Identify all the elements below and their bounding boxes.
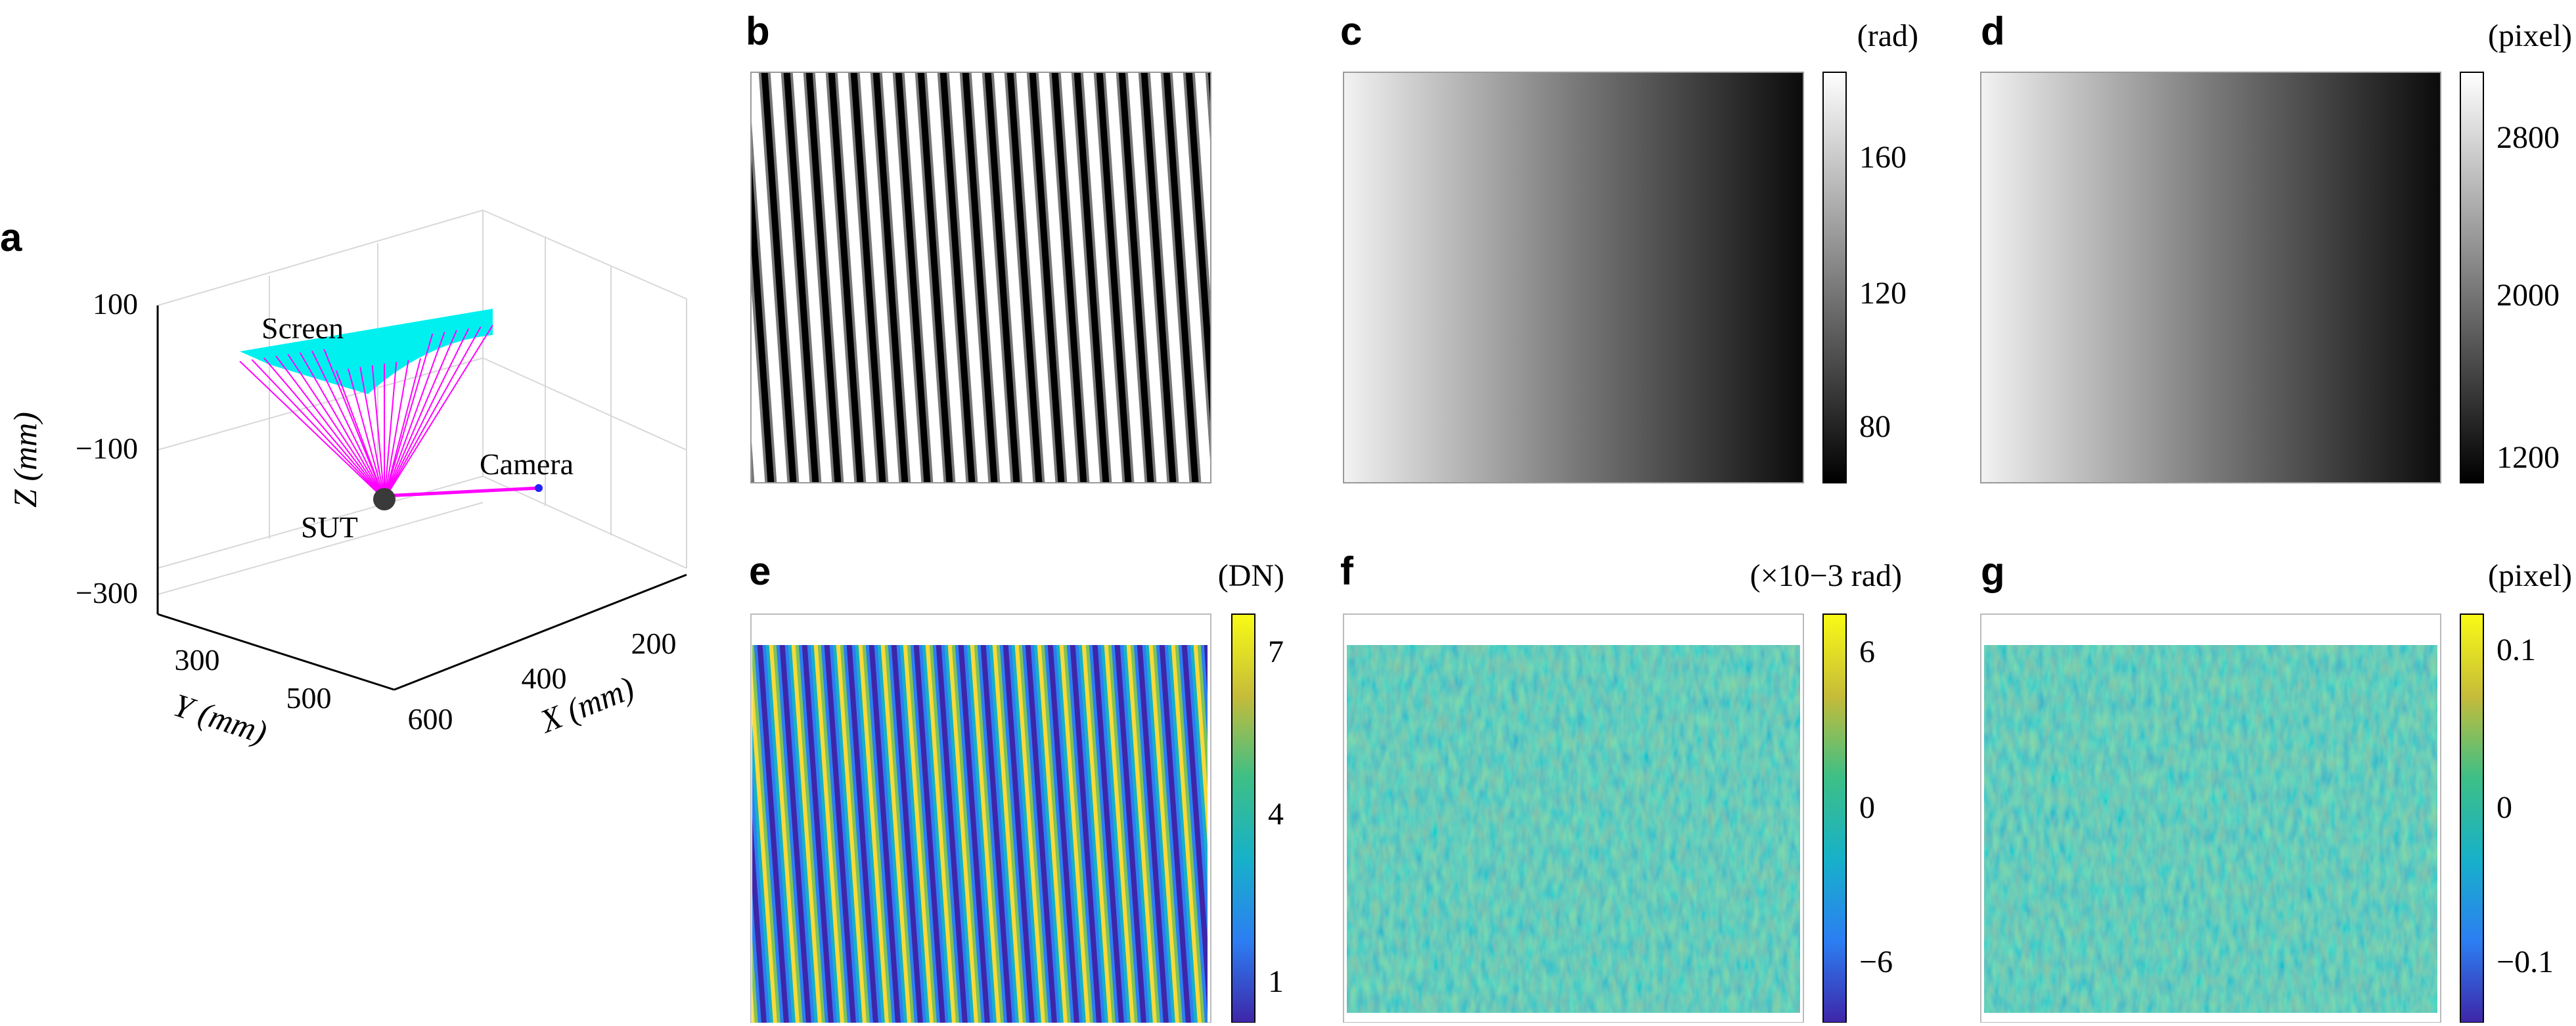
cbar-tick-f-3: −6 — [1859, 945, 1893, 979]
ray-line — [371, 365, 385, 500]
cbar-tick-d-2: 2000 — [2497, 278, 2560, 313]
panel-e: e (DN) 7 4 1 — [749, 549, 1284, 1023]
colorbar-f — [1822, 613, 1847, 1023]
unit-label-c: (rad) — [1857, 18, 1918, 53]
panel-c: c (rad) 160 120 80 — [1340, 9, 1918, 483]
ray-line — [384, 358, 421, 500]
panel-letter-b: b — [746, 9, 770, 53]
panel-g: g (pixel) 0.1 0 −0.1 — [1980, 549, 2572, 1023]
noise-map-g — [1984, 645, 2437, 1013]
y-tick-1: 300 — [175, 643, 220, 677]
ray-line — [263, 357, 385, 500]
ray-line — [384, 326, 482, 500]
ray-line — [299, 352, 385, 500]
pixel-map-d — [1981, 72, 2441, 483]
colorbar-c — [1822, 72, 1847, 483]
unit-label-e: (DN) — [1218, 558, 1284, 593]
panel-letter-g: g — [1981, 549, 2005, 593]
unit-label-g: (pixel) — [2488, 558, 2572, 593]
ray-line — [251, 359, 385, 500]
z-tick-2: −100 — [76, 432, 138, 465]
ray-line — [275, 355, 385, 500]
panel-letter-c: c — [1340, 9, 1362, 53]
ray-lines — [239, 324, 493, 500]
cbar-tick-f-2: 0 — [1859, 790, 1875, 825]
cbar-tick-e-3: 1 — [1268, 964, 1284, 999]
image-frame-c — [1343, 72, 1804, 483]
axes-3d-frame — [156, 305, 687, 691]
camera-ray — [384, 486, 539, 498]
cbar-tick-g-3: −0.1 — [2497, 945, 2554, 979]
sut-sphere — [373, 488, 395, 510]
cbar-tick-g-1: 0.1 — [2497, 633, 2536, 667]
phase-map-c — [1344, 72, 1803, 483]
ray-line — [384, 330, 457, 500]
x-tick-2: 400 — [522, 661, 567, 695]
ray-line — [335, 370, 385, 500]
ray-line — [311, 350, 385, 500]
screen-surface — [240, 309, 493, 394]
panel-b: b — [746, 9, 1211, 483]
x-tick-1: 200 — [631, 627, 677, 660]
y-tick-2: 500 — [286, 681, 332, 715]
colorbar-e — [1231, 613, 1255, 1023]
cbar-tick-c-1: 160 — [1859, 140, 1907, 175]
cbar-tick-c-2: 120 — [1859, 276, 1907, 311]
cbar-tick-f-1: 6 — [1859, 635, 1875, 669]
ray-line — [239, 361, 385, 500]
ray-line — [359, 367, 385, 500]
panel-f: f (×10−3 rad) 6 0 −6 — [1340, 549, 1902, 1023]
z-tick-3: −300 — [76, 576, 138, 610]
colorbar-d — [2460, 72, 2484, 483]
camera-label: Camera — [480, 447, 574, 481]
panel-letter-a: a — [0, 215, 22, 259]
ray-line — [384, 360, 409, 500]
unit-label-f: (×10−3 rad) — [1750, 558, 1902, 593]
noise-map-f — [1347, 645, 1800, 1013]
axes-3d-grid — [157, 209, 687, 595]
panel-a: a Screen Camera SUT — [0, 209, 687, 751]
panel-letter-f: f — [1340, 549, 1354, 593]
cbar-tick-c-3: 80 — [1859, 409, 1891, 444]
colorbar-g — [2460, 613, 2484, 1023]
screen-label: Screen — [261, 311, 344, 345]
ray-line — [384, 324, 493, 500]
cbar-tick-d-3: 1200 — [2497, 440, 2560, 475]
y-tick-3: 600 — [408, 702, 453, 736]
ray-line — [384, 328, 470, 500]
ray-line — [348, 368, 385, 500]
ray-line — [287, 353, 385, 500]
fringe-image-e — [752, 645, 1208, 1023]
panel-letter-d: d — [1981, 9, 2005, 53]
ray-line — [384, 332, 445, 500]
ray-line — [384, 361, 397, 500]
fringe-image-b — [751, 72, 1211, 483]
sut-label: SUT — [301, 510, 358, 544]
cbar-tick-e-1: 7 — [1268, 635, 1284, 669]
image-frame-d — [1980, 72, 2441, 483]
panel-letter-e: e — [749, 549, 771, 593]
unit-label-d: (pixel) — [2488, 18, 2572, 53]
cbar-tick-g-2: 0 — [2497, 790, 2512, 825]
z-axis-label: Z (mm) — [7, 412, 43, 508]
image-frame-b — [750, 72, 1211, 483]
y-axis-label: Y (mm) — [169, 686, 271, 751]
cbar-tick-e-2: 4 — [1268, 797, 1284, 832]
z-tick-1: 100 — [93, 287, 138, 321]
camera-point — [535, 484, 543, 492]
ray-line — [384, 333, 434, 500]
panel-d: d (pixel) 2800 2000 1200 — [1980, 9, 2572, 483]
cbar-tick-d-1: 2800 — [2497, 120, 2560, 155]
